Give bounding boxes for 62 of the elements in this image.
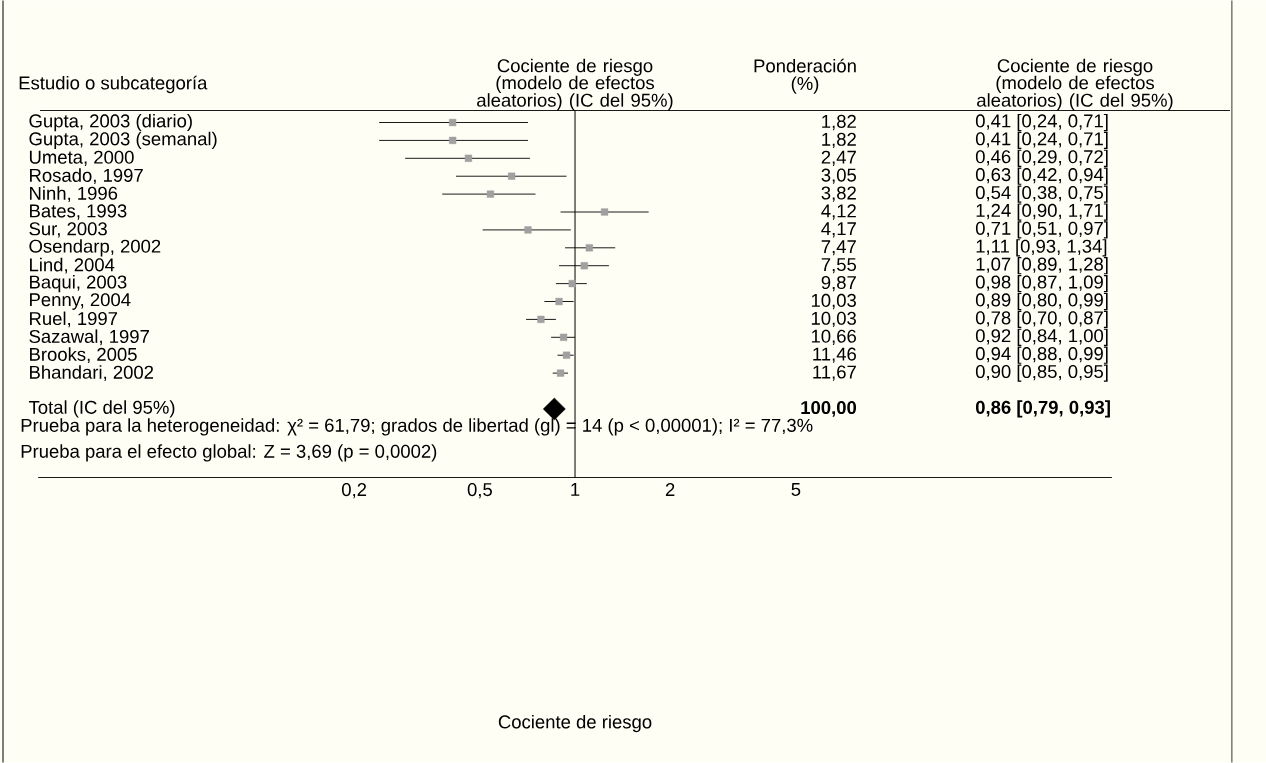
annotation: 0,71 [0,51, 0,97] (975, 221, 1108, 239)
annotation: 0,46 [0,29, 0,72] (975, 149, 1108, 167)
text: Ponderación (%) (754, 58, 856, 94)
y-tick-label: Penny, 2004 (30, 293, 131, 310)
y-tick-label: Gupta, 2003 (semanal) (29, 131, 217, 150)
annotation: 1,24 [0,90, 1,71] (976, 203, 1108, 221)
annotation: 2,47 (821, 150, 856, 166)
annotation: 11,67 (813, 365, 856, 381)
annotation: 0,92 [0,84, 1,00] (975, 328, 1108, 346)
y-tick-label: Umeta, 2000 (29, 150, 134, 166)
x-tick-label: 2 (665, 483, 675, 496)
annotation: 0,63 [0,42, 0,94] (975, 167, 1108, 185)
annotation: 1,11 [0,93, 1,34] (976, 239, 1107, 257)
annotation: 10,03 (811, 311, 856, 328)
annotation: 10,03 (811, 293, 856, 310)
annotation: 0,86 [0,79, 0,93] (975, 400, 1110, 418)
text: Prueba para el efecto global: Z = 3,69 (p = 0,0002) (21, 444, 437, 462)
chart-title: Cociente de riesgo (497, 58, 653, 76)
x-tick-label: 0,2 (341, 483, 367, 499)
text: (modelo de efectos aleatorios) (IC del 95%) (977, 75, 1173, 111)
annotation: 3,05 (821, 168, 857, 184)
annotation: 0,41 [0,24, 0,71] (975, 113, 1108, 132)
x-tick-label: 5 (791, 483, 801, 496)
annotation: 1,07 [0,89, 1,28] (976, 257, 1108, 275)
y-tick-label: Bates, 1993 (30, 204, 127, 220)
y-tick-label: Sur, 2003 (29, 222, 107, 238)
y-tick-label: Rosado, 1997 (30, 168, 143, 185)
annotation: 4,12 (821, 204, 856, 220)
annotation: 0,89 [0,80, 0,99] (975, 292, 1108, 311)
annotation: 10,66 (811, 329, 856, 345)
y-tick-label: Ninh, 1996 (30, 186, 118, 202)
annotation: 100,00 (801, 401, 857, 417)
annotation: 1,82 (822, 132, 856, 149)
text: Cociente de riesgo (498, 714, 652, 733)
y-tick-label: Ruel, 1997 (30, 311, 118, 328)
x-tick-label: 1 (571, 483, 580, 496)
text: Estudio o subcategoría (19, 75, 208, 94)
annotation: 3,82 (821, 186, 856, 202)
annotation: 0,90 [0,85, 0,95] (975, 364, 1108, 382)
annotation: 7,47 (821, 240, 856, 256)
y-tick-label: Total (IC del 95%) (28, 400, 175, 418)
y-tick-label: Baqui, 2003 (30, 274, 127, 293)
y-tick-label: Bhandari, 2002 (30, 365, 154, 381)
annotation: 11,46 (813, 347, 856, 363)
chart-subtitle: (modelo de efectos aleatorios) (IC del 95%) (477, 75, 673, 111)
annotation: 0,98 [0,87, 1,09] (975, 274, 1108, 293)
y-tick-label: Brooks, 2005 (30, 347, 137, 364)
y-tick-label: Sazawal, 1997 (29, 329, 149, 346)
annotation: 1,82 (822, 114, 856, 131)
annotation: 0,94 [0,88, 0,99] (975, 346, 1108, 364)
annotation: 7,55 (821, 258, 857, 274)
annotation: 0,54 [0,38, 0,75] (975, 185, 1108, 203)
annotation: 4,17 (821, 222, 856, 238)
annotation: 0,78 [0,70, 0,87] (975, 310, 1108, 329)
y-tick-label: Osendarp, 2002 (29, 239, 161, 257)
annotation: 9,87 (821, 275, 856, 292)
annotation: 0,41 [0,24, 0,71] (975, 131, 1108, 150)
text: Cociente de riesgo (997, 58, 1153, 76)
y-tick-label: Lind, 2004 (30, 257, 115, 274)
y-tick-label: Gupta, 2003 (diario) (29, 113, 192, 132)
text: Prueba para la heterogeneidad: χ² = 61,79; grados de libertad (gl) = 14 (p < 0,00001); I² = 77,3% (21, 418, 813, 436)
x-tick-label: 0,5 (467, 483, 492, 499)
